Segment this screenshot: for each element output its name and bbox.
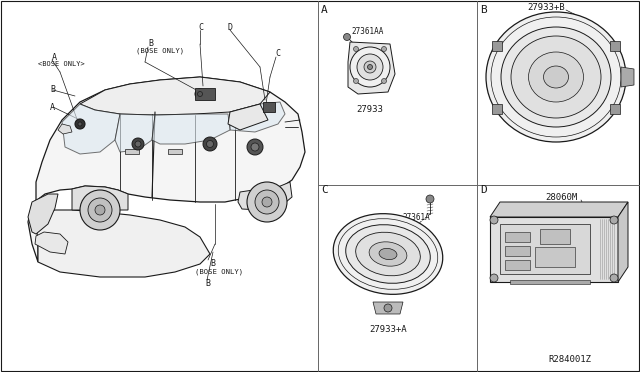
Text: A: A [321,5,328,15]
Circle shape [367,64,372,70]
Circle shape [357,54,383,80]
Polygon shape [228,104,268,130]
Polygon shape [490,202,628,217]
Circle shape [426,195,434,203]
Bar [535,247,575,267]
Circle shape [262,197,272,207]
Polygon shape [373,302,403,314]
Polygon shape [230,102,285,132]
Circle shape [135,141,141,147]
Bar [195,88,215,100]
Polygon shape [28,77,305,262]
Text: B: B [205,279,210,289]
Bar [125,149,139,154]
Text: D: D [228,22,233,32]
Polygon shape [610,41,620,51]
Text: (BOSE ONLY): (BOSE ONLY) [195,269,243,275]
Polygon shape [492,103,502,113]
Text: 28060M: 28060M [545,192,577,202]
Polygon shape [80,77,270,115]
Bar [500,224,590,274]
Bar [168,149,182,154]
Ellipse shape [543,66,568,88]
Ellipse shape [369,242,407,266]
Polygon shape [62,104,120,154]
Circle shape [88,198,112,222]
Polygon shape [72,186,128,210]
Text: 27933: 27933 [356,106,383,115]
Text: B: B [50,86,55,94]
Text: 27933+B: 27933+B [527,3,565,12]
Text: A: A [52,52,57,61]
Circle shape [207,141,214,148]
Polygon shape [618,202,628,282]
Text: R284001Z: R284001Z [548,356,591,365]
Circle shape [350,47,390,87]
Circle shape [364,61,376,73]
Circle shape [195,89,205,99]
Circle shape [610,274,618,282]
Circle shape [247,182,287,222]
Circle shape [353,46,358,51]
Ellipse shape [333,214,443,294]
Polygon shape [58,124,72,134]
Circle shape [490,216,498,224]
Ellipse shape [501,27,611,127]
Circle shape [95,205,105,215]
Ellipse shape [379,248,397,260]
Bar [263,102,275,112]
Circle shape [203,137,217,151]
Text: 27361AA: 27361AA [351,26,383,35]
Ellipse shape [356,232,420,276]
Text: 27933+A: 27933+A [369,326,407,334]
Ellipse shape [511,36,601,118]
Circle shape [198,92,202,96]
Polygon shape [35,232,68,254]
Polygon shape [492,41,502,51]
Circle shape [353,78,358,83]
Circle shape [247,139,263,155]
Polygon shape [238,182,292,210]
Polygon shape [152,114,230,144]
Circle shape [255,190,279,214]
Text: A: A [50,103,55,112]
Circle shape [80,190,120,230]
Circle shape [251,143,259,151]
Circle shape [490,274,498,282]
Circle shape [381,78,387,83]
Circle shape [344,33,351,41]
Ellipse shape [486,12,626,142]
Text: C: C [321,185,328,195]
Bar [505,246,530,256]
Text: C: C [275,49,280,58]
Polygon shape [621,67,634,87]
Polygon shape [490,217,618,282]
Circle shape [132,138,144,150]
Ellipse shape [346,225,430,283]
Ellipse shape [529,52,584,102]
Polygon shape [348,42,395,94]
Bar [505,232,530,242]
Circle shape [78,122,82,126]
Circle shape [384,304,392,312]
Circle shape [610,216,618,224]
Circle shape [75,119,85,129]
Text: B: B [210,260,215,269]
Text: 27361A: 27361A [402,212,429,221]
Polygon shape [115,114,155,152]
Bar [540,229,570,244]
Polygon shape [510,280,590,284]
Text: <BOSE ONLY>: <BOSE ONLY> [38,61,84,67]
Text: D: D [480,185,487,195]
Text: B: B [148,39,153,48]
Text: C: C [198,22,203,32]
Text: (BOSE ONLY): (BOSE ONLY) [136,48,184,54]
Circle shape [381,46,387,51]
Bar [505,260,530,270]
Polygon shape [610,103,620,113]
Polygon shape [28,194,58,234]
Polygon shape [36,210,210,277]
Text: B: B [480,5,487,15]
